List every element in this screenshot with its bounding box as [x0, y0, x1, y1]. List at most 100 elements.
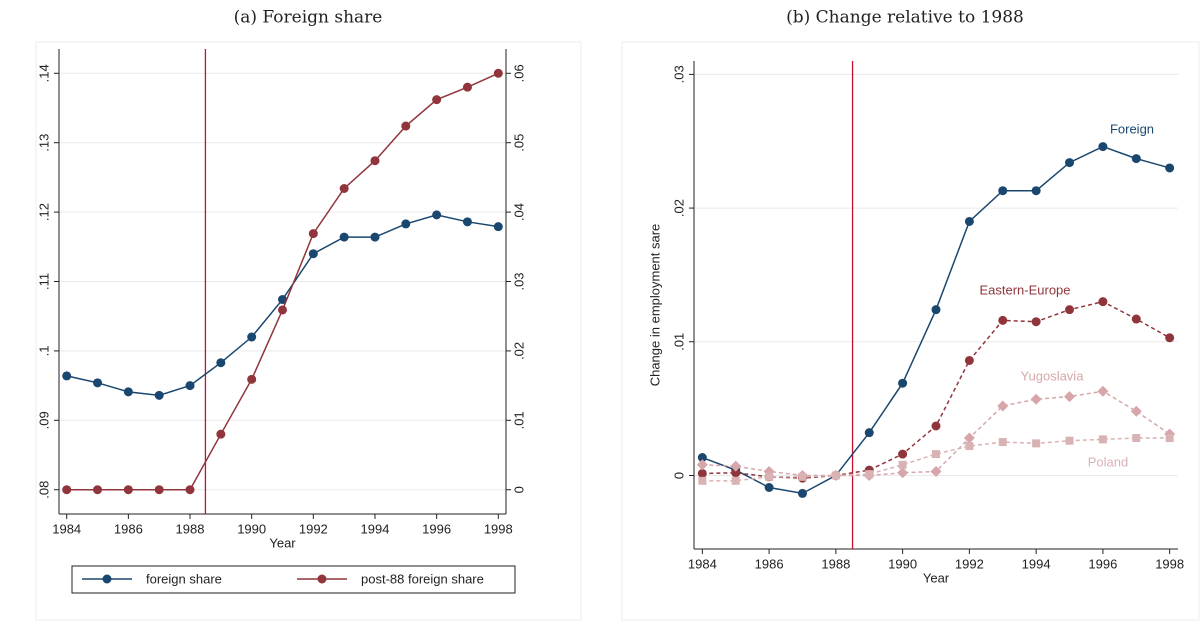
x-tick-label: 1990	[237, 521, 266, 536]
marker	[965, 442, 974, 451]
y-tick-label: .03	[671, 65, 686, 83]
x-axis-label: Year	[923, 570, 950, 585]
marker	[898, 460, 907, 469]
marker	[1165, 333, 1175, 343]
marker	[831, 471, 840, 480]
marker	[62, 485, 72, 495]
panel-title: (a) Foreign share	[234, 8, 383, 28]
marker	[865, 470, 874, 479]
legend	[71, 565, 516, 594]
marker	[247, 374, 257, 384]
y2-tick-label: .05	[511, 134, 526, 152]
x-tick-label: 1984	[52, 521, 81, 536]
marker	[123, 485, 133, 495]
panel-frame	[621, 41, 1200, 621]
marker	[930, 465, 942, 477]
series-label: Foreign	[1110, 121, 1154, 136]
panel-frame	[35, 41, 582, 621]
x-tick-label: 1998	[484, 521, 513, 536]
marker	[339, 232, 349, 242]
marker	[798, 472, 807, 481]
marker	[1131, 154, 1141, 164]
x-tick-label: 1988	[176, 521, 205, 536]
marker	[401, 219, 411, 229]
marker	[1031, 317, 1041, 327]
marker	[764, 482, 774, 492]
marker	[898, 378, 908, 388]
marker	[278, 295, 287, 305]
x-tick-label: 1992	[955, 556, 984, 571]
series-line	[702, 437, 1170, 482]
legend-marker	[317, 574, 327, 584]
marker	[898, 449, 908, 459]
marker	[931, 421, 941, 431]
marker	[897, 467, 909, 479]
x-axis-label: Year	[269, 535, 296, 550]
y2-tick-label: 0	[511, 486, 526, 493]
marker	[462, 82, 472, 92]
marker	[997, 400, 1009, 412]
y-tick-label: .12	[36, 203, 51, 221]
marker	[185, 485, 195, 495]
marker	[1098, 435, 1107, 444]
y-axis-label: Change in employment sare	[647, 224, 662, 387]
y-tick-label: .09	[36, 411, 51, 429]
marker	[1065, 305, 1075, 315]
marker	[1097, 385, 1109, 397]
marker	[308, 249, 318, 259]
marker	[1132, 434, 1141, 443]
x-tick-label: 1996	[422, 521, 451, 536]
marker	[1030, 393, 1042, 405]
legend-marker	[102, 574, 112, 584]
marker	[964, 216, 974, 226]
y2-tick-label: .01	[511, 411, 526, 429]
y2-tick-label: .06	[511, 64, 526, 82]
x-tick-label: 1986	[755, 556, 784, 571]
marker	[998, 438, 1007, 447]
x-tick-label: 1998	[1155, 556, 1184, 571]
y-tick-label: .13	[36, 134, 51, 152]
marker	[1065, 158, 1075, 168]
marker	[185, 381, 195, 391]
x-tick-label: 1992	[299, 521, 328, 536]
marker	[1131, 314, 1141, 324]
marker	[493, 68, 503, 78]
marker	[1032, 439, 1041, 448]
y2-tick-label: .02	[511, 342, 526, 360]
x-tick-label: 1988	[821, 556, 850, 571]
marker	[1031, 186, 1041, 196]
marker	[697, 453, 707, 463]
series-label: Eastern-Europe	[979, 282, 1070, 297]
marker	[247, 332, 257, 342]
y-tick-label: .1	[36, 345, 51, 356]
marker	[998, 315, 1008, 325]
x-tick-label: 1996	[1088, 556, 1117, 571]
y-tick-label: .14	[36, 64, 51, 82]
x-tick-label: 1990	[888, 556, 917, 571]
y-tick-label: .08	[36, 481, 51, 499]
marker	[154, 485, 164, 495]
marker	[339, 184, 349, 193]
x-tick-label: 1994	[1022, 556, 1051, 571]
marker	[731, 476, 740, 485]
y-tick-label: .02	[671, 199, 686, 217]
legend-label: post-88 foreign share	[361, 571, 484, 586]
marker	[432, 95, 442, 105]
marker	[401, 121, 411, 131]
marker	[731, 468, 741, 478]
marker	[1130, 405, 1142, 417]
marker	[493, 222, 503, 232]
marker	[432, 210, 442, 220]
marker	[462, 217, 472, 227]
series-line	[66, 214, 499, 397]
marker	[1065, 436, 1074, 445]
marker	[62, 371, 72, 381]
marker	[1165, 163, 1175, 173]
marker	[998, 186, 1008, 196]
series-label: Yugoslavia	[1021, 368, 1085, 383]
marker	[278, 305, 287, 315]
y-tick-label: .01	[671, 333, 686, 351]
marker	[216, 358, 226, 368]
marker	[370, 156, 380, 166]
